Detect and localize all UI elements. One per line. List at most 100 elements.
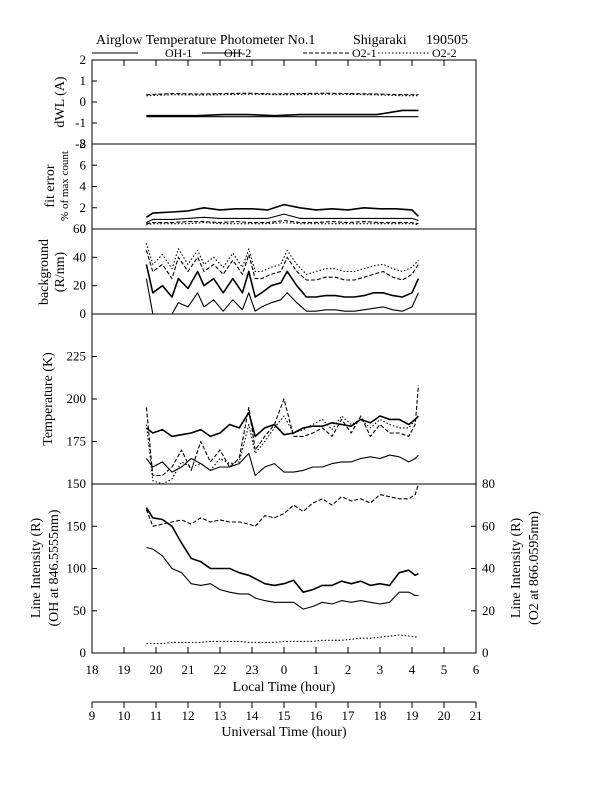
fit_error-y-tick-label: 2 bbox=[80, 200, 87, 215]
background-y-tick-label: 0 bbox=[80, 306, 87, 321]
local-time-label: Local Time (hour) bbox=[233, 680, 336, 695]
local-time-tick-label: 1 bbox=[313, 662, 320, 677]
line_intensity-series-o2-1 bbox=[145, 483, 419, 527]
universal-time-tick-label: 9 bbox=[89, 708, 96, 723]
fit-error-ylabel-unit: % of max count bbox=[59, 151, 71, 221]
universal-time-tick-label: 21 bbox=[470, 708, 483, 723]
dwl-y-tick-label: 1 bbox=[80, 73, 87, 88]
fit_error-series-oh-2 bbox=[146, 213, 419, 224]
background-y-tick-label: 60 bbox=[73, 221, 86, 236]
temperature-series-oh-1 bbox=[145, 411, 419, 438]
background-ylabel: background bbox=[37, 239, 52, 305]
fit_error-y-tick-label: 0 bbox=[80, 221, 87, 236]
fit_error-y-tick-label: 4 bbox=[80, 179, 87, 194]
panel-frame-dwl bbox=[91, 59, 477, 145]
background-series-oh-2 bbox=[145, 278, 419, 315]
fit_error-series-o2-2 bbox=[146, 222, 419, 226]
fit_error-series-oh-1 bbox=[145, 203, 419, 218]
temperature-series-o2-2 bbox=[145, 415, 419, 485]
universal-time-tick-label: 12 bbox=[182, 708, 195, 723]
background-y-tick-label: 40 bbox=[73, 249, 86, 264]
line_intensity-y-right-tick-label: 40 bbox=[482, 561, 495, 576]
local-time-tick-label: 21 bbox=[182, 662, 195, 677]
dwl-series-oh-1 bbox=[146, 109, 419, 117]
universal-time-tick-label: 14 bbox=[246, 708, 260, 723]
panel-frame-background bbox=[91, 228, 477, 315]
dwl-y-tick-label: -2 bbox=[75, 136, 86, 151]
line_intensity-y-tick-label: 50 bbox=[73, 603, 86, 618]
dwl-y-tick-label: 0 bbox=[80, 94, 87, 109]
universal-time-label: Universal Time (hour) bbox=[221, 725, 347, 740]
temperature-y-tick-label: 225 bbox=[67, 349, 87, 364]
dwl-series-o2-1 bbox=[146, 92, 419, 96]
panel-frame-line-intensity bbox=[91, 483, 477, 654]
chart-header: Airglow Temperature Photometer No.1 Shig… bbox=[96, 33, 468, 48]
temperature-series-oh-2 bbox=[145, 452, 419, 477]
background-ylabel-unit: (R/nm) bbox=[53, 251, 68, 292]
temperature-y-tick-label: 175 bbox=[67, 434, 87, 449]
universal-time-tick-label: 11 bbox=[150, 708, 163, 723]
local-time-tick-label: 0 bbox=[281, 662, 288, 677]
line_intensity-y-right-tick-label: 80 bbox=[482, 476, 495, 491]
fit-error-ylabel: fit error bbox=[43, 164, 58, 207]
line_intensity-y-tick-label: 0 bbox=[80, 645, 87, 660]
intensity-ylabel: Line Intensity (R) bbox=[29, 518, 44, 619]
local-time-tick-label: 5 bbox=[441, 662, 448, 677]
local-time-tick-label: 23 bbox=[246, 662, 259, 677]
intensity-right-ylabel-unit: (O2 at 866.0595nm) bbox=[527, 511, 542, 625]
universal-time-tick-label: 17 bbox=[342, 708, 356, 723]
local-time-tick-label: 6 bbox=[473, 662, 480, 677]
fit_error-y-tick-label: 6 bbox=[80, 157, 87, 172]
temperature-y-tick-label: 200 bbox=[67, 391, 87, 406]
background-y-tick-label: 20 bbox=[73, 278, 86, 293]
local-time-tick-label: 22 bbox=[214, 662, 227, 677]
legend-label-oh1: OH-1 bbox=[165, 46, 192, 60]
dwl-y-tick-label: 2 bbox=[80, 52, 87, 67]
temperature-ylabel: Temperature (K) bbox=[41, 352, 56, 446]
fit_error-series-o2-1 bbox=[146, 219, 419, 225]
line_intensity-series-o2-2 bbox=[146, 634, 419, 645]
universal-time-tick-label: 19 bbox=[406, 708, 419, 723]
dwl-ylabel: dWL (A) bbox=[53, 76, 68, 128]
local-time-tick-label: 4 bbox=[409, 662, 416, 677]
universal-time-tick-label: 16 bbox=[310, 708, 324, 723]
background-series-o2-2 bbox=[145, 243, 419, 275]
universal-time-tick-label: 10 bbox=[118, 708, 131, 723]
fit_error-y-tick-label: 8 bbox=[80, 136, 87, 151]
line_intensity-series-oh-2 bbox=[146, 546, 419, 610]
chart-title: Airglow Temperature Photometer No.1 bbox=[96, 33, 315, 48]
line_intensity-y-tick-label: 150 bbox=[67, 518, 87, 533]
legend-label-oh2: OH-2 bbox=[224, 46, 251, 60]
background-series-oh-1 bbox=[145, 264, 420, 298]
universal-time-tick-label: 13 bbox=[214, 708, 227, 723]
local-time-tick-label: 19 bbox=[118, 662, 131, 677]
legend-label-o22: O2-2 bbox=[432, 46, 457, 60]
universal-time-tick-label: 18 bbox=[374, 708, 387, 723]
dwl-y-tick-label: -1 bbox=[75, 115, 86, 130]
dwl-series-o2-2 bbox=[146, 93, 419, 97]
y-axis-titles: dWL (A) fit error % of max count backgro… bbox=[29, 76, 542, 626]
chart-date: 190505 bbox=[426, 33, 468, 48]
intensity-right-ylabel: Line Intensity (R) bbox=[509, 518, 524, 619]
line_intensity-series-oh-1 bbox=[145, 507, 419, 594]
legend: OH-1 OH-2 O2-1 O2-2 bbox=[92, 46, 457, 60]
station-name: Shigaraki bbox=[353, 33, 407, 48]
line_intensity-y-right-tick-label: 20 bbox=[482, 603, 495, 618]
local-time-tick-label: 20 bbox=[150, 662, 163, 677]
universal-time-tick-label: 20 bbox=[438, 708, 451, 723]
background-series-o2-1 bbox=[145, 250, 419, 281]
temperature-series-o2-1 bbox=[145, 385, 419, 477]
line_intensity-y-right-tick-label: 0 bbox=[482, 645, 489, 660]
temperature-y-tick-label: 150 bbox=[67, 476, 87, 491]
line_intensity-y-tick-label: 100 bbox=[67, 561, 87, 576]
local-time-tick-label: 18 bbox=[86, 662, 99, 677]
legend-label-o21: O2-1 bbox=[352, 46, 377, 60]
intensity-ylabel-unit: (OH at 846.5555nm) bbox=[47, 509, 62, 626]
universal-time-tick-label: 15 bbox=[278, 708, 291, 723]
tick-layer: 18 19 20 21 22 23 0 1 2 3 4 5 69 10 11 12 13 14 15 16 17 18 19… bbox=[67, 52, 496, 723]
local-time-tick-label: 2 bbox=[345, 662, 352, 677]
plot-layer bbox=[145, 92, 420, 645]
local-time-tick-label: 3 bbox=[377, 662, 384, 677]
line_intensity-y-right-tick-label: 60 bbox=[482, 518, 495, 533]
